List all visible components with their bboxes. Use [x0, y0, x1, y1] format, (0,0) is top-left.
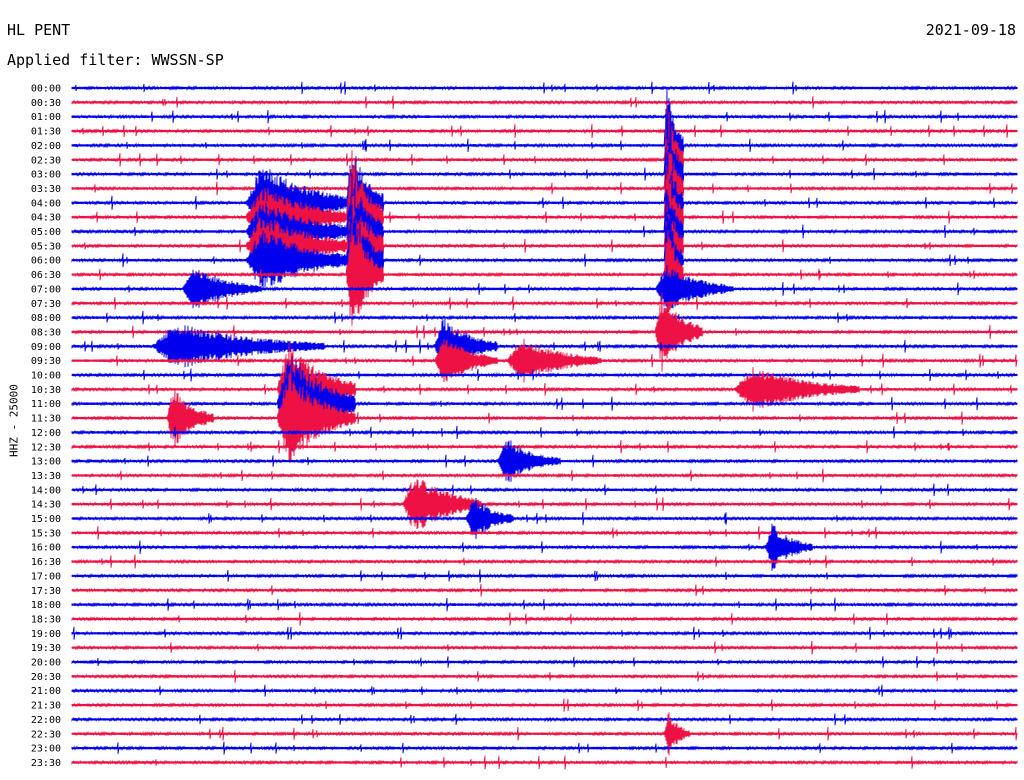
row-time-label: 05:30	[31, 241, 61, 252]
row-time-label: 00:00	[31, 84, 61, 95]
row-time-label: 18:00	[31, 600, 61, 611]
row-time-label: 02:30	[31, 155, 61, 166]
row-labels-group: 00:00 00:30 01:00 01:30 02:00 02:30 03:00 03:30…	[31, 84, 61, 769]
row-time-label: 14:30	[31, 500, 61, 511]
row-time-label: 17:00	[31, 571, 61, 582]
station-title: HL PENT	[7, 21, 71, 39]
row-time-label: 02:00	[31, 141, 61, 152]
row-time-label: 23:30	[31, 758, 61, 769]
row-time-label: 20:00	[31, 658, 61, 669]
row-time-label: 12:00	[31, 428, 61, 439]
row-time-label: 01:00	[31, 112, 61, 123]
row-time-label: 21:00	[31, 686, 61, 697]
row-time-label: 15:00	[31, 514, 61, 525]
row-time-label: 13:30	[31, 471, 61, 482]
date-label: 2021-09-18	[925, 21, 1016, 39]
row-time-label: 09:30	[31, 356, 61, 367]
row-time-label: 09:00	[31, 342, 61, 353]
row-time-label: 22:00	[31, 715, 61, 726]
row-time-label: 15:30	[31, 528, 61, 539]
row-time-label: 23:00	[31, 744, 61, 755]
row-time-label: 19:00	[31, 629, 61, 640]
row-time-label: 07:00	[31, 284, 61, 295]
row-time-label: 11:30	[31, 414, 61, 425]
row-time-label: 21:30	[31, 701, 61, 712]
row-time-label: 10:30	[31, 385, 61, 396]
row-time-label: 00:30	[31, 98, 61, 109]
row-time-label: 12:30	[31, 442, 61, 453]
row-time-label: 16:00	[31, 543, 61, 554]
row-time-label: 06:00	[31, 256, 61, 267]
row-time-label: 04:30	[31, 213, 61, 224]
row-time-label: 13:00	[31, 457, 61, 468]
row-time-label: 08:00	[31, 313, 61, 324]
row-time-label: 08:30	[31, 327, 61, 338]
row-time-label: 05:00	[31, 227, 61, 238]
filter-label: Applied filter: WWSSN-SP	[7, 51, 224, 69]
row-time-label: 16:30	[31, 557, 61, 568]
row-time-label: 20:30	[31, 672, 61, 683]
row-time-label: 03:00	[31, 170, 61, 181]
traces-group	[71, 81, 1018, 770]
row-time-label: 04:00	[31, 198, 61, 209]
row-time-label: 22:30	[31, 729, 61, 740]
row-time-label: 07:30	[31, 299, 61, 310]
row-time-label: 01:30	[31, 127, 61, 138]
row-time-label: 19:30	[31, 643, 61, 654]
row-time-label: 06:30	[31, 270, 61, 281]
row-time-label: 14:00	[31, 485, 61, 496]
row-time-label: 18:30	[31, 614, 61, 625]
row-time-label: 10:00	[31, 371, 61, 382]
row-time-label: 11:00	[31, 399, 61, 410]
row-time-label: 03:30	[31, 184, 61, 195]
row-time-label: 17:30	[31, 586, 61, 597]
